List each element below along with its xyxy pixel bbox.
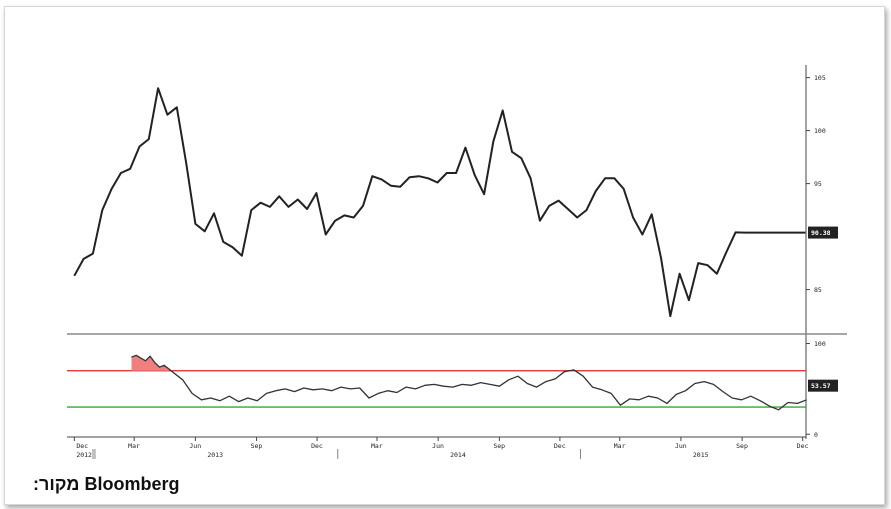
last-price-label: 90.38 [811,229,831,237]
x-month-label: Dec [797,442,809,450]
y-tick-label: 95 [814,180,822,188]
x-year-label: 2015 [693,451,709,459]
last-price-badge [808,226,838,239]
y-tick-label: 105 [814,74,826,82]
osc-y-tick-label: 100 [814,340,826,348]
x-month-label: Mar [614,442,626,450]
x-month-label: Sep [251,442,263,450]
x-month-label: Sep [736,442,748,450]
y-tick-label: 100 [814,127,826,135]
x-month-label: Jun [432,442,444,450]
x-month-label: Jun [675,442,687,450]
osc-y-tick-label: 0 [814,431,818,439]
x-month-label: Mar [128,442,140,450]
x-year-label: 2014 [450,451,466,459]
oscillator-series-line [131,354,807,411]
overbought-fill [131,355,169,371]
x-year-label: 2013 [207,451,223,459]
x-month-label: Dec [311,442,323,450]
last-osc-badge [808,379,838,392]
price-series-line [73,87,806,318]
x-month-label: Sep [493,442,505,450]
x-month-label: Dec [76,442,88,450]
y-tick-label: 85 [814,286,822,294]
last-osc-label: 53.57 [811,382,831,390]
price-chart: 105 100 95 85 90.38 100 0 53.57 Dec Mar Jun Sep Dec M… [67,65,847,459]
x-month-label: Jun [189,442,201,450]
source-label: מקור: [33,474,80,494]
source-caption: מקור: Bloomberg [33,474,180,495]
x-month-label: Mar [371,442,383,450]
chart-frame: 105 100 95 85 90.38 100 0 53.57 Dec Mar Jun Sep Dec M… [4,6,885,505]
x-month-label: Dec [554,442,566,450]
x-year-label: 2012 [76,451,92,459]
source-name: Bloomberg [84,474,180,494]
